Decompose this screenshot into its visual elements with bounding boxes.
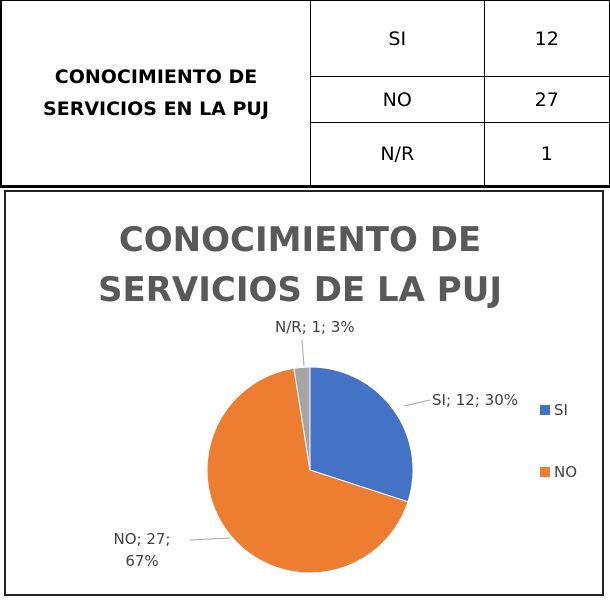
cell: 27 [483,76,610,123]
data-label: SI; 12; 30% [432,391,519,409]
cell: 1 [483,122,610,187]
pie-slice [309,366,414,503]
summary-table: CONOCIMIENTO DE SERVICIOS EN LA PUJ SI 12… [0,0,610,188]
pie-slice [293,366,311,471]
chart-area [4,190,604,596]
leader-line [403,399,431,407]
data-label: NO; 27; 67% [113,530,171,570]
chart-title: CONOCIMIENTO DE SERVICIOS DE LA PUJ [98,220,502,310]
cell: N/R [310,122,485,187]
data-label: N/R; 1; 3% [275,318,355,336]
legend-label: NO [554,463,578,481]
table-title: CONOCIMIENTO DE SERVICIOS EN LA PUJ [0,0,311,187]
legend-swatch [540,405,550,415]
cell: NO [310,76,485,123]
leader-line [301,339,305,367]
legend-swatch [540,467,550,477]
cell: SI [310,0,485,77]
pie-slice [206,367,409,574]
legend-label: SI [554,401,568,419]
leader-line [189,537,231,541]
